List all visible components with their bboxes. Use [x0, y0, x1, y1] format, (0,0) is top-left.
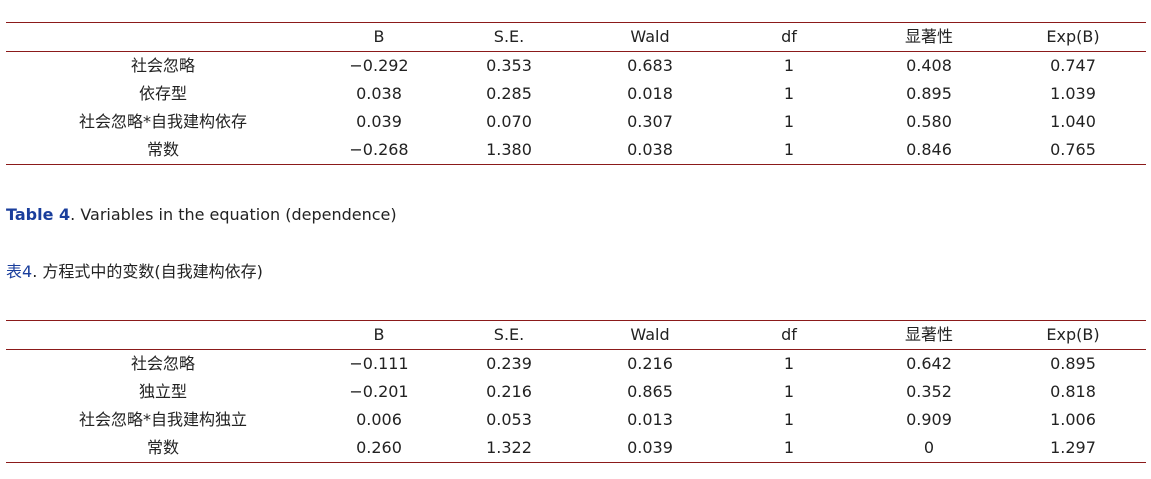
table-cell: 1.322 [486, 438, 532, 457]
table-cell: 常数 [146, 438, 179, 457]
table-cell: 0.895 [906, 84, 952, 103]
table-cell: 0.285 [486, 84, 532, 103]
table-row: 独立型 −0.201 0.216 0.865 1 0.352 0.818 [6, 378, 1146, 406]
header-cell: Wald [630, 325, 670, 344]
table-caption-text: . Variables in the equation (dependence) [70, 205, 397, 224]
header-cell: B [373, 27, 385, 46]
table-cell: 0.260 [356, 438, 402, 457]
table-cell: 0.683 [627, 56, 673, 75]
header-cell [6, 321, 320, 350]
table-caption-label[interactable]: Table 4 [6, 205, 71, 224]
table-cell: −0.292 [349, 56, 409, 75]
table-row: 社会忽略 −0.111 0.239 0.216 1 0.642 0.895 [6, 350, 1146, 379]
header-cell: 显著性 [904, 325, 953, 344]
header-cell [6, 23, 320, 52]
table-cell: 0.053 [486, 410, 532, 429]
header-cell: 显著性 [904, 27, 953, 46]
table-cell: 0 [923, 438, 935, 457]
table-cell: 1 [783, 112, 795, 131]
table-cell: 0.216 [627, 354, 673, 373]
table-row: 常数 −0.268 1.380 0.038 1 0.846 0.765 [6, 136, 1146, 165]
table-cell: 0.006 [356, 410, 402, 429]
table-caption-text: . 方程式中的变数(自我建构依存) [32, 262, 263, 281]
table-header-row: B S.E. Wald df 显著性 Exp(B) [6, 22, 1146, 52]
table-cell: 0.216 [486, 382, 532, 401]
table-cell: 0.039 [356, 112, 402, 131]
table-cell: 0.747 [1050, 56, 1096, 75]
table-cell: 1 [783, 382, 795, 401]
table-row: 依存型 0.038 0.285 0.018 1 0.895 1.039 [6, 80, 1146, 108]
table-cell: 0.580 [906, 112, 952, 131]
table-cell: 0.070 [486, 112, 532, 131]
table-cell: 0.018 [627, 84, 673, 103]
table-cell: 1 [783, 140, 795, 159]
table-cell: 1.039 [1050, 84, 1096, 103]
table-cell: 0.909 [906, 410, 952, 429]
table-cell: 1 [783, 84, 795, 103]
table-cell: 常数 [146, 140, 179, 159]
header-cell: Exp(B) [1046, 325, 1100, 344]
table-cell: 1.006 [1050, 410, 1096, 429]
table-cell: 0.818 [1050, 382, 1096, 401]
table-cell: 依存型 [138, 84, 187, 103]
table-cell: 0.408 [906, 56, 952, 75]
table-caption-chinese: 表4. 方程式中的变数(自我建构依存) [6, 258, 263, 282]
table-cell: 0.352 [906, 382, 952, 401]
table-cell: 1.297 [1050, 438, 1096, 457]
table-caption-label[interactable]: 表4 [6, 262, 33, 281]
table-cell: −0.201 [349, 382, 409, 401]
table-cell: −0.268 [349, 140, 409, 159]
table-cell: 0.895 [1050, 354, 1096, 373]
header-cell: Wald [630, 27, 670, 46]
table-cell: 0.865 [627, 382, 673, 401]
header-cell: df [781, 325, 797, 344]
table-cell: 0.353 [486, 56, 532, 75]
header-cell: Exp(B) [1046, 27, 1100, 46]
header-cell: S.E. [493, 325, 525, 344]
header-cell: df [781, 27, 797, 46]
table-cell: 0.307 [627, 112, 673, 131]
table-cell: 0.239 [486, 354, 532, 373]
table-cell: 1 [783, 56, 795, 75]
header-cell: S.E. [493, 27, 525, 46]
table-caption-english: Table 4. Variables in the equation (depe… [6, 205, 397, 224]
variables-table-prior: B S.E. Wald df 显著性 Exp(B) 社会忽略 −0.292 0.… [6, 22, 1146, 165]
table-cell: 1 [783, 410, 795, 429]
table-cell: 1.380 [486, 140, 532, 159]
table-row: 社会忽略*自我建构独立 0.006 0.053 0.013 1 0.909 1.… [6, 406, 1146, 434]
table-cell: 独立型 [138, 382, 187, 401]
table-cell: 0.039 [627, 438, 673, 457]
variables-table-independence: B S.E. Wald df 显著性 Exp(B) 社会忽略 −0.111 0.… [6, 320, 1146, 463]
table-row: 社会忽略*自我建构依存 0.039 0.070 0.307 1 0.580 1.… [6, 108, 1146, 136]
table-cell: −0.111 [349, 354, 409, 373]
table-cell: 1.040 [1050, 112, 1096, 131]
table-cell: 社会忽略 [130, 354, 195, 373]
header-cell: B [373, 325, 385, 344]
table-cell: 1 [783, 354, 795, 373]
table-cell: 社会忽略*自我建构依存 [78, 112, 247, 131]
table-cell: 0.642 [906, 354, 952, 373]
table-cell: 0.765 [1050, 140, 1096, 159]
table-cell: 0.038 [627, 140, 673, 159]
table-row: 社会忽略 −0.292 0.353 0.683 1 0.408 0.747 [6, 52, 1146, 81]
table-cell: 1 [783, 438, 795, 457]
table-row: 常数 0.260 1.322 0.039 1 0 1.297 [6, 434, 1146, 463]
table-cell: 社会忽略 [130, 56, 195, 75]
table-cell: 0.846 [906, 140, 952, 159]
table-cell: 社会忽略*自我建构独立 [78, 410, 247, 429]
table-cell: 0.013 [627, 410, 673, 429]
table-cell: 0.038 [356, 84, 402, 103]
table-header-row: B S.E. Wald df 显著性 Exp(B) [6, 320, 1146, 350]
